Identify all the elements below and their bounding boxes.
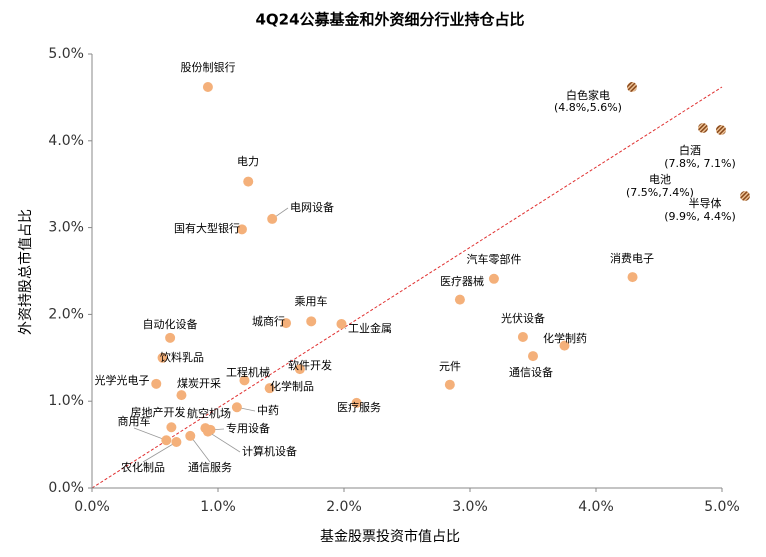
point: [444, 379, 455, 390]
point-label: 通信设备: [509, 365, 553, 379]
x-axis-title: 基金股票投资市值占比: [320, 528, 460, 545]
point-label: 工程机械: [226, 365, 270, 379]
point: [165, 332, 176, 343]
point: [517, 331, 528, 342]
point: [627, 272, 638, 283]
x-tick-label: 5.0%: [704, 499, 740, 515]
point: [161, 435, 172, 446]
y-axis-title: 外资持股总市值占比: [17, 209, 34, 335]
point-label: 医疗服务: [337, 400, 381, 414]
y-tick-label: 4.0%: [48, 133, 84, 149]
point-label: 医疗器械: [440, 274, 484, 288]
point: [171, 436, 182, 447]
point-label: 城商行: [252, 314, 285, 328]
point: [294, 364, 305, 375]
point-label: 农化制品: [121, 460, 165, 474]
y-tick-label: 2.0%: [48, 306, 84, 322]
point: [202, 81, 213, 92]
outlier-label: 电池: [649, 173, 671, 186]
point-label: 中药: [257, 404, 279, 417]
point-label: 房地产开发: [131, 405, 186, 419]
x-tick-label: 1.0%: [200, 499, 236, 515]
point: [176, 390, 187, 401]
point-label: 商用车: [118, 414, 151, 428]
point: [236, 224, 247, 235]
outlier-label: 白色家电: [566, 88, 610, 102]
point-label: 化学制品: [270, 379, 314, 393]
point-label: 饮料乳品: [160, 350, 204, 364]
y-tick-label: 0.0%: [48, 480, 84, 496]
point: [488, 273, 499, 284]
point: [454, 294, 465, 305]
leader-line: [207, 431, 241, 453]
point-label: 计算机设备: [242, 444, 297, 458]
outlier-value-label: (7.8%, 7.1%): [664, 157, 735, 170]
point-label: 国有大型银行: [174, 221, 240, 235]
point: [243, 176, 254, 187]
outlier-label: 白酒: [679, 143, 701, 157]
point: [185, 430, 196, 441]
point-label: 化学制药: [543, 331, 587, 345]
point-label: 电网设备: [290, 200, 334, 214]
outlier-point: [716, 125, 726, 135]
point-label: 通信服务: [188, 461, 232, 474]
outlier-value-label: (4.8%,5.6%): [554, 101, 622, 114]
point-label: 消费电子: [610, 251, 654, 265]
point: [231, 402, 242, 413]
point: [239, 375, 250, 386]
outlier-point: [698, 123, 708, 133]
point: [559, 340, 570, 351]
point: [202, 426, 213, 437]
leader-line: [189, 435, 211, 463]
point-label: 自动化设备: [143, 317, 198, 331]
reference-line: [91, 86, 723, 489]
x-tick-label: 4.0%: [578, 499, 614, 515]
x-tick-label: 2.0%: [326, 499, 362, 515]
point: [264, 383, 275, 394]
outlier-value-label: (9.9%, 4.4%): [664, 210, 735, 223]
point: [336, 318, 347, 329]
point: [281, 318, 292, 329]
point-label: 股份制银行: [181, 60, 236, 74]
point: [528, 351, 538, 362]
point-label: 光伏设备: [501, 311, 545, 325]
y-tick-label: 5.0%: [48, 46, 84, 62]
chart-title: 4Q24公募基金和外资细分行业持仓占比: [255, 11, 524, 29]
leader-line: [142, 441, 177, 463]
point-label: 乘用车: [295, 294, 328, 308]
point-label: 专用设备: [226, 421, 270, 435]
point-label: 煤炭开采: [177, 377, 221, 390]
point-label: 汽车零部件: [467, 252, 522, 266]
point: [166, 422, 177, 433]
outlier-value-label: (7.5%,7.4%): [626, 186, 694, 199]
point-label: 光学光电子: [95, 373, 150, 387]
y-tick-label: 3.0%: [48, 220, 84, 236]
outlier-point: [740, 191, 750, 201]
point: [151, 378, 162, 389]
point-label: 软件开发: [288, 358, 332, 372]
point: [306, 316, 317, 327]
leader-line: [133, 427, 167, 441]
outlier-point: [627, 82, 637, 92]
outlier-label: 半导体: [689, 196, 722, 210]
point-label: 工业金属: [348, 321, 392, 335]
x-tick-label: 3.0%: [452, 499, 488, 515]
point-label: 元件: [439, 360, 461, 373]
point-label: 航空机场: [187, 406, 231, 420]
point: [351, 397, 362, 408]
point-label: 电力: [237, 155, 259, 168]
x-tick-label: 0.0%: [74, 499, 110, 515]
point: [157, 352, 168, 363]
point: [267, 213, 278, 224]
y-tick-label: 1.0%: [48, 393, 84, 409]
